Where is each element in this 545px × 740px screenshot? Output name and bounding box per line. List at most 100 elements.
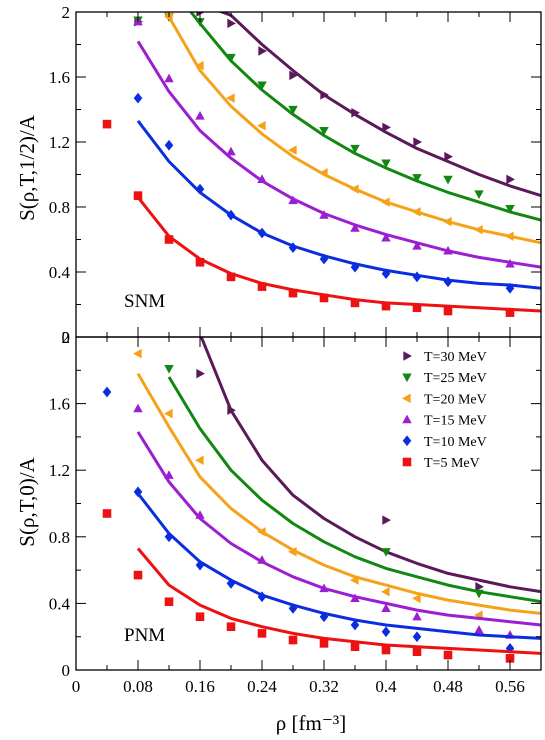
snm-point-t-15-mev bbox=[195, 111, 205, 120]
snm-y-tick-label: 0.8 bbox=[49, 198, 70, 217]
pnm-point-t-25-mev bbox=[164, 364, 174, 374]
pnm-point-t-20-mev bbox=[350, 575, 359, 585]
snm-point-t-20-mev bbox=[164, 12, 173, 22]
snm-y-tick-label: 0.4 bbox=[49, 263, 71, 282]
snm-point-t-25-mev bbox=[350, 144, 360, 154]
snm-point-t-20-mev bbox=[474, 225, 483, 235]
snm-point-t-30-mev bbox=[196, 12, 205, 17]
snm-point-t-10-mev bbox=[288, 242, 298, 253]
pnm-point-t-10-mev bbox=[288, 603, 298, 614]
pnm-point-t-20-mev bbox=[288, 547, 297, 557]
pnm-panel: PNM S(ρ,T,0)/A 0 0.08 0.16 0.24 0.32 0.4 0.48 0… bbox=[15, 328, 542, 696]
pnm-panel-label: PNM bbox=[124, 625, 165, 646]
snm-point-t-5-mev bbox=[257, 282, 267, 291]
snm-curve-t-30-mev bbox=[217, 12, 541, 198]
pnm-point-t-10-mev bbox=[102, 386, 112, 398]
pnm-point-t-5-mev bbox=[257, 629, 267, 638]
pnm-y-tick-label: 0.8 bbox=[49, 528, 70, 547]
snm-point-t-25-mev bbox=[257, 81, 267, 91]
snm-curve-t-20-mev bbox=[164, 12, 541, 245]
legend-marker bbox=[402, 393, 411, 404]
snm-point-t-15-mev bbox=[288, 195, 298, 205]
snm-point-t-25-mev bbox=[288, 105, 298, 115]
snm-y-tick-label: 2 bbox=[62, 3, 71, 22]
pnm-point-t-5-mev bbox=[319, 639, 329, 648]
pnm-point-t-20-mev bbox=[381, 587, 390, 597]
snm-point-t-25-mev bbox=[226, 53, 236, 63]
snm-point-t-10-mev bbox=[350, 261, 360, 273]
pnm-point-t-15-mev bbox=[164, 470, 174, 479]
snm-point-t-20-mev bbox=[226, 93, 235, 103]
pnm-curve-t-15-mev bbox=[136, 431, 541, 627]
snm-point-t-20-mev bbox=[381, 197, 390, 207]
legend-marker bbox=[402, 414, 412, 424]
pnm-point-t-30-mev bbox=[227, 405, 236, 415]
snm-point-t-15-mev bbox=[164, 73, 174, 83]
snm-point-t-15-mev bbox=[257, 174, 267, 184]
x-tick-label: 0.4 bbox=[375, 677, 397, 696]
top-y-axis-title: S(ρ,T,1/2)/A bbox=[15, 114, 39, 221]
pnm-point-t-15-mev bbox=[133, 403, 143, 413]
pnm-point-t-10-mev bbox=[257, 591, 267, 603]
snm-curve-t-15-mev bbox=[136, 40, 541, 269]
pnm-curve-t-5-mev bbox=[136, 547, 541, 655]
snm-curve-t-10-mev bbox=[136, 119, 541, 290]
snm-point-t-5-mev bbox=[350, 298, 360, 308]
snm-point-t-25-mev bbox=[443, 175, 453, 185]
snm-point-t-10-mev bbox=[164, 139, 174, 151]
snm-point-t-15-mev bbox=[381, 232, 391, 242]
snm-point-t-20-mev bbox=[412, 207, 421, 217]
pnm-point-t-5-mev bbox=[412, 647, 422, 656]
snm-point-t-5-mev bbox=[381, 301, 391, 311]
pnm-y-tick-label: 0.4 bbox=[49, 594, 71, 613]
pnm-curve-t-25-mev bbox=[167, 376, 541, 604]
snm-point-t-30-mev bbox=[444, 151, 453, 162]
snm-point-t-10-mev bbox=[226, 209, 236, 221]
snm-point-t-25-mev bbox=[412, 174, 422, 183]
pnm-point-t-10-mev bbox=[412, 631, 422, 643]
x-tick-label: 0.56 bbox=[495, 677, 525, 696]
snm-point-t-10-mev bbox=[505, 282, 515, 294]
legend-entry: T=10 MeV bbox=[424, 435, 487, 450]
pnm-curve-t-10-mev bbox=[136, 492, 541, 640]
legend-marker bbox=[403, 351, 412, 361]
snm-point-t-30-mev bbox=[258, 46, 267, 56]
pnm-point-t-5-mev bbox=[102, 509, 112, 518]
snm-y-tick-label: 1.2 bbox=[49, 133, 70, 152]
pnm-point-t-5-mev bbox=[443, 650, 453, 660]
snm-point-t-25-mev bbox=[381, 159, 391, 169]
snm-point-t-5-mev bbox=[288, 288, 298, 298]
pnm-point-t-15-mev bbox=[257, 555, 267, 564]
snm-point-t-30-mev bbox=[413, 137, 422, 147]
snm-point-t-10-mev bbox=[412, 271, 422, 283]
snm-point-t-30-mev bbox=[320, 90, 329, 100]
pnm-y-tick-label: 1.2 bbox=[49, 461, 70, 480]
snm-point-t-30-mev bbox=[506, 174, 515, 185]
snm-point-t-10-mev bbox=[319, 253, 329, 265]
snm-point-t-5-mev bbox=[102, 119, 112, 129]
pnm-point-t-15-mev bbox=[474, 625, 484, 634]
snm-point-t-25-mev bbox=[195, 18, 205, 27]
pnm-point-t-30-mev bbox=[382, 515, 391, 525]
pnm-point-t-30-mev bbox=[196, 368, 205, 379]
pnm-y-tick-label: 2 bbox=[62, 328, 71, 347]
x-tick-label: 0 bbox=[72, 677, 81, 696]
pnm-point-t-20-mev bbox=[133, 348, 142, 359]
snm-point-t-20-mev bbox=[288, 145, 297, 155]
snm-point-t-15-mev bbox=[412, 241, 422, 250]
x-tick-label: 0.24 bbox=[247, 677, 277, 696]
snm-curve-t-5-mev bbox=[136, 196, 541, 313]
snm-point-t-25-mev bbox=[505, 204, 515, 214]
pnm-point-t-15-mev bbox=[195, 510, 205, 519]
snm-point-t-15-mev bbox=[319, 210, 329, 219]
pnm-point-t-5-mev bbox=[133, 570, 143, 580]
snm-point-t-5-mev bbox=[226, 272, 236, 282]
bottom-y-axis-title: S(ρ,T,0)/A bbox=[15, 456, 39, 546]
snm-y-tick-label: 0 bbox=[62, 328, 71, 347]
pnm-point-t-20-mev bbox=[412, 593, 421, 604]
snm-point-t-5-mev bbox=[319, 293, 329, 303]
pnm-point-t-20-mev bbox=[257, 527, 266, 537]
pnm-point-t-5-mev bbox=[288, 635, 298, 645]
legend: T=30 MeV T=25 MeV T=20 MeV T=15 MeV T=10 MeV… bbox=[402, 350, 487, 471]
